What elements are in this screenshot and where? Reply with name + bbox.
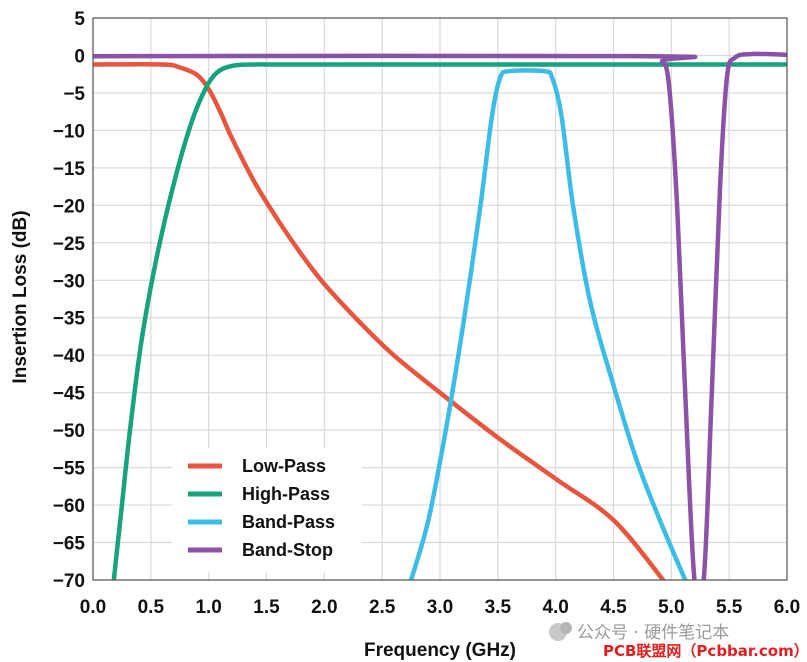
plot-frame (92, 17, 788, 581)
y-tick-label: −30 (53, 271, 85, 292)
x-tick-label: 2.5 (369, 597, 396, 618)
x-tick-label: 6.0 (774, 597, 800, 618)
y-tick-label: −40 (53, 346, 85, 367)
x-tick-label: 3.0 (427, 597, 453, 618)
y-axis-title: Insertion Loss (dB) (10, 210, 31, 383)
series-layer (93, 51, 787, 580)
watermark-line2: PCB联盟网（Pcbbar.com） (603, 642, 807, 660)
y-tick-labels: 5 0 −5 −10 −15 −20 −25 −30 −35 −40 −45 −50 −55 −60 −65… (53, 9, 86, 592)
y-tick-label: −70 (53, 571, 85, 592)
series-line-low-pass (93, 62, 666, 580)
y-tick-label: −25 (53, 234, 86, 255)
y-tick-label: −5 (63, 84, 85, 105)
wechat-icon-bubble (560, 622, 572, 634)
y-tick-label: −45 (53, 384, 86, 405)
series-line-band-stop (93, 51, 787, 580)
x-tick-label: 5.5 (716, 597, 743, 618)
legend: Low-Pass High-Pass Band-Pass Band-Stop (188, 456, 335, 560)
series-line-high-pass (111, 62, 787, 580)
legend-label-band-pass: Band-Pass (242, 512, 335, 532)
x-tick-label: 3.5 (485, 597, 512, 618)
x-tick-label: 0.5 (138, 597, 165, 618)
series-group (93, 51, 787, 580)
y-tick-label: −55 (53, 459, 86, 480)
x-axis-title: Frequency (GHz) (364, 640, 516, 661)
legend-label-low-pass: Low-Pass (242, 456, 326, 476)
x-tick-label: 2.0 (311, 597, 337, 618)
x-tick-label: 0.0 (80, 597, 106, 618)
y-tick-label: −65 (53, 534, 86, 555)
x-tick-label: 4.5 (600, 597, 627, 618)
x-tick-label: 1.5 (253, 597, 280, 618)
x-tick-labels: 0.0 0.5 1.0 1.5 2.0 2.5 3.0 3.5 4.0 4.5 5.0 5.5 6.0 (80, 597, 800, 618)
series-line-band-pass (408, 68, 688, 580)
watermark: 公众号 · 硬件笔记本 PCB联盟网（Pcbbar.com） (549, 622, 807, 660)
legend-label-high-pass: High-Pass (242, 484, 330, 504)
y-tick-label: 5 (74, 9, 85, 30)
x-tick-label: 4.0 (542, 597, 568, 618)
y-tick-label: −35 (53, 309, 86, 330)
y-tick-label: −10 (53, 121, 85, 142)
x-tick-label: 5.0 (658, 597, 684, 618)
y-tick-label: 0 (74, 46, 85, 67)
y-tick-label: −20 (53, 196, 85, 217)
x-tick-label: 1.0 (195, 597, 221, 618)
watermark-line1: 公众号 · 硬件笔记本 (577, 623, 729, 643)
y-tick-label: −15 (53, 159, 86, 180)
legend-label-band-stop: Band-Stop (242, 540, 333, 560)
y-tick-label: −50 (53, 421, 85, 442)
y-tick-label: −60 (53, 496, 85, 517)
